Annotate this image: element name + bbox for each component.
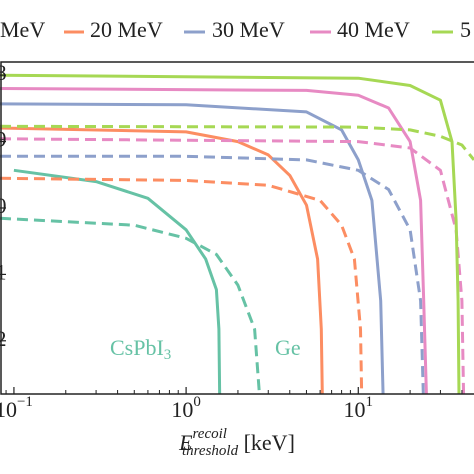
x-tick-label: 10−1: [0, 394, 33, 422]
x-axis-label: Erecoil threshold [keV]: [178, 426, 295, 459]
series-line: [0, 87, 428, 394]
x-tick-label: 101: [344, 394, 374, 422]
y-tick-label: 8: [0, 60, 7, 85]
annotation-text: CsPbI: [110, 335, 164, 360]
annotation: Ge: [275, 335, 301, 360]
legend-label: 30 MeV: [212, 17, 285, 42]
annotation: CsPbI3: [110, 335, 171, 363]
series-line: [0, 154, 425, 394]
tick-exponent: −1: [17, 394, 33, 410]
series-line: [0, 216, 261, 394]
legend-label: 20 MeV: [90, 17, 163, 42]
series-line: [0, 102, 385, 394]
x-tick-label: 100: [171, 394, 201, 422]
series-line: [0, 176, 364, 394]
y-tick-label: 2: [0, 326, 7, 351]
series-line: [0, 73, 461, 394]
series-line: [0, 124, 474, 161]
series-line: [13, 168, 222, 394]
tick-base: 10: [0, 397, 17, 422]
annotation-sub: 3: [164, 347, 172, 363]
x-label-unit: [keV]: [238, 430, 295, 455]
x-label-sub: threshold: [182, 443, 239, 459]
legend-label: 5: [460, 17, 471, 42]
legend-label: MeV: [0, 17, 45, 42]
series-line: [0, 137, 466, 394]
x-label-base: E: [178, 430, 193, 455]
plot-frame: [0, 61, 474, 395]
tick-base: 10: [171, 397, 193, 422]
y-tick-label: 1: [0, 259, 7, 284]
legend-label: 40 MeV: [337, 17, 410, 42]
tick-exponent: 1: [366, 394, 374, 410]
y-tick-label: 0: [0, 193, 7, 218]
tick-exponent: 0: [193, 394, 201, 410]
annotation-text: Ge: [275, 335, 301, 360]
plot-area: [0, 73, 474, 394]
y-tick-label: 9: [0, 127, 7, 152]
tick-base: 10: [344, 397, 366, 422]
series-line: [0, 126, 324, 394]
x-label-sup: recoil: [193, 426, 227, 442]
